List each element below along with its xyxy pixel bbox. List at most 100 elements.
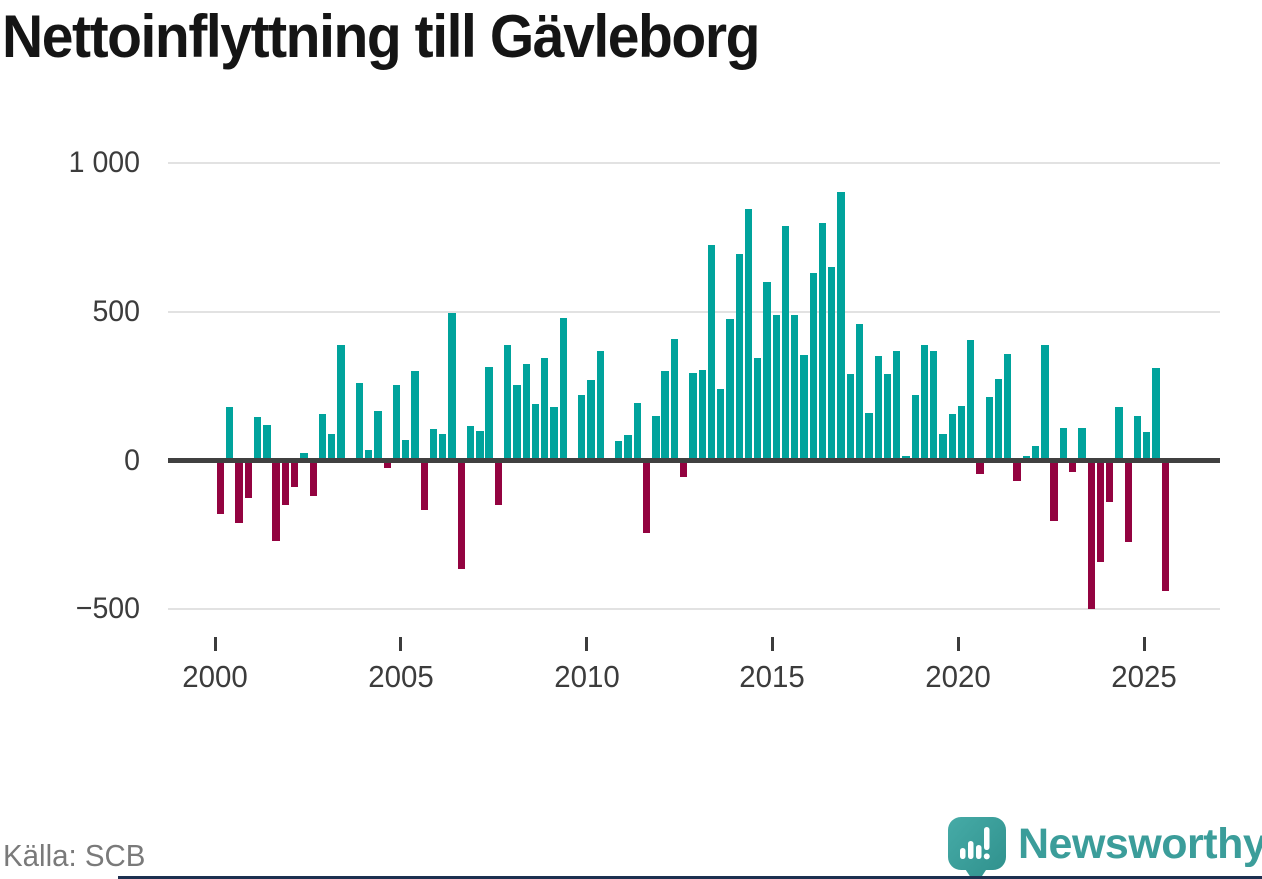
gridline-y-500 (168, 310, 1220, 313)
x-axis-tick-2020 (956, 637, 960, 651)
bar-2001-Q2 (263, 424, 271, 461)
bar-2009-Q1 (550, 407, 558, 461)
y-axis-label: 500 (92, 294, 140, 328)
bar-2012-Q1 (661, 371, 669, 461)
bar-2011-Q4 (652, 415, 660, 461)
bar-2008-Q3 (531, 404, 540, 461)
bar-2011-Q3 (642, 460, 651, 534)
bar-2020-Q1 (957, 405, 966, 461)
bar-2011-Q2 (633, 402, 641, 461)
footer-accent-bar (118, 876, 1262, 879)
bar-2019-Q3 (939, 433, 947, 461)
bar-2025-Q1 (1143, 432, 1151, 461)
bar-2014-Q2 (744, 209, 753, 461)
x-axis-tick-2010 (585, 637, 589, 651)
newsworthy-logo: Newsworthy (948, 817, 1262, 877)
bar-2006-Q1 (439, 433, 447, 461)
bar-2018-Q4 (911, 395, 919, 461)
bar-2016-Q4 (837, 191, 845, 461)
bar-2024-Q4 (1133, 415, 1142, 461)
bar-2024-Q1 (1106, 460, 1114, 503)
newsworthy-badge-icon (948, 817, 1006, 877)
bar-2018-Q1 (883, 374, 892, 461)
bar-2009-Q4 (578, 395, 586, 461)
bar-2004-Q4 (392, 384, 401, 461)
bar-2002-Q4 (318, 414, 327, 461)
bar-2004-Q3 (383, 460, 391, 468)
bar-2010-Q2 (596, 350, 604, 461)
bar-2000-Q3 (235, 460, 243, 523)
bar-2005-Q4 (429, 429, 438, 461)
bar-2019-Q4 (948, 414, 956, 461)
x-axis-tick-2005 (399, 637, 403, 651)
bar-2001-Q4 (281, 460, 290, 506)
bar-2017-Q4 (874, 356, 882, 461)
bar-2007-Q1 (476, 430, 484, 461)
bar-2008-Q2 (522, 363, 530, 461)
bar-2015-Q1 (772, 314, 780, 461)
chart-title: Nettoinflyttning till Gävleborg (2, 3, 760, 70)
zero-axis-line (168, 458, 1220, 463)
bar-2001-Q3 (272, 460, 280, 541)
bar-2021-Q2 (1004, 353, 1012, 461)
bar-2021-Q1 (994, 378, 1003, 461)
bar-2019-Q1 (920, 344, 929, 461)
x-axis-label: 2010 (553, 659, 620, 694)
y-axis-label: 1 000 (68, 146, 140, 180)
bar-2005-Q2 (411, 371, 419, 461)
bar-2016-Q1 (809, 273, 817, 461)
bar-2021-Q3 (1013, 460, 1021, 482)
bar-2013-Q1 (698, 369, 706, 461)
bar-2023-Q2 (1078, 427, 1086, 461)
y-axis-label: 0 (124, 443, 140, 477)
x-axis-label: 2015 (739, 659, 806, 694)
bar-2013-Q3 (717, 389, 725, 461)
bar-2013-Q2 (707, 245, 716, 461)
bar-2025-Q2 (1152, 368, 1160, 461)
x-axis-tick-2000 (213, 637, 217, 651)
bar-2008-Q4 (541, 357, 549, 461)
bar-2004-Q1 (365, 450, 373, 461)
bar-2012-Q2 (670, 338, 679, 461)
bar-2017-Q1 (846, 374, 854, 461)
bar-2009-Q2 (559, 317, 567, 461)
bar-2024-Q3 (1124, 460, 1132, 543)
bar-2002-Q1 (290, 460, 299, 488)
bar-2007-Q4 (504, 344, 512, 461)
bar-2015-Q2 (781, 225, 790, 461)
bar-2024-Q2 (1115, 407, 1123, 461)
bar-2007-Q2 (485, 366, 493, 461)
bar-2017-Q3 (865, 412, 873, 461)
x-axis-label: 2025 (1111, 659, 1177, 694)
bar-2012-Q4 (689, 372, 697, 461)
bar-2022-Q4 (1059, 427, 1068, 461)
gridline-y--500 (168, 608, 1220, 611)
bar-2022-Q2 (1041, 344, 1049, 461)
bar-2013-Q4 (726, 319, 734, 461)
bar-2017-Q2 (855, 323, 864, 461)
bar-2003-Q2 (337, 344, 345, 461)
bar-2002-Q2 (300, 453, 308, 461)
bar-2000-Q2 (226, 407, 234, 461)
bar-2005-Q3 (420, 460, 428, 510)
bar-2014-Q4 (763, 282, 771, 461)
bar-2003-Q1 (328, 433, 336, 461)
x-axis-tick-2015 (770, 637, 774, 651)
newsworthy-wordmark: Newsworthy (1018, 820, 1262, 868)
x-axis-label: 2020 (925, 659, 991, 694)
bar-2006-Q3 (457, 460, 465, 569)
bar-2008-Q1 (513, 384, 521, 461)
y-axis-label: −500 (75, 592, 140, 626)
bar-2020-Q2 (967, 340, 975, 461)
bar-2014-Q3 (754, 357, 762, 461)
bar-2019-Q2 (930, 350, 938, 461)
bar-2001-Q1 (253, 417, 262, 461)
bar-2010-Q1 (587, 380, 595, 461)
bar-2020-Q3 (976, 460, 984, 474)
bar-2012-Q3 (680, 460, 688, 477)
bar-2007-Q3 (494, 460, 503, 506)
bar-2023-Q3 (1087, 460, 1095, 610)
bar-2002-Q3 (309, 460, 317, 497)
